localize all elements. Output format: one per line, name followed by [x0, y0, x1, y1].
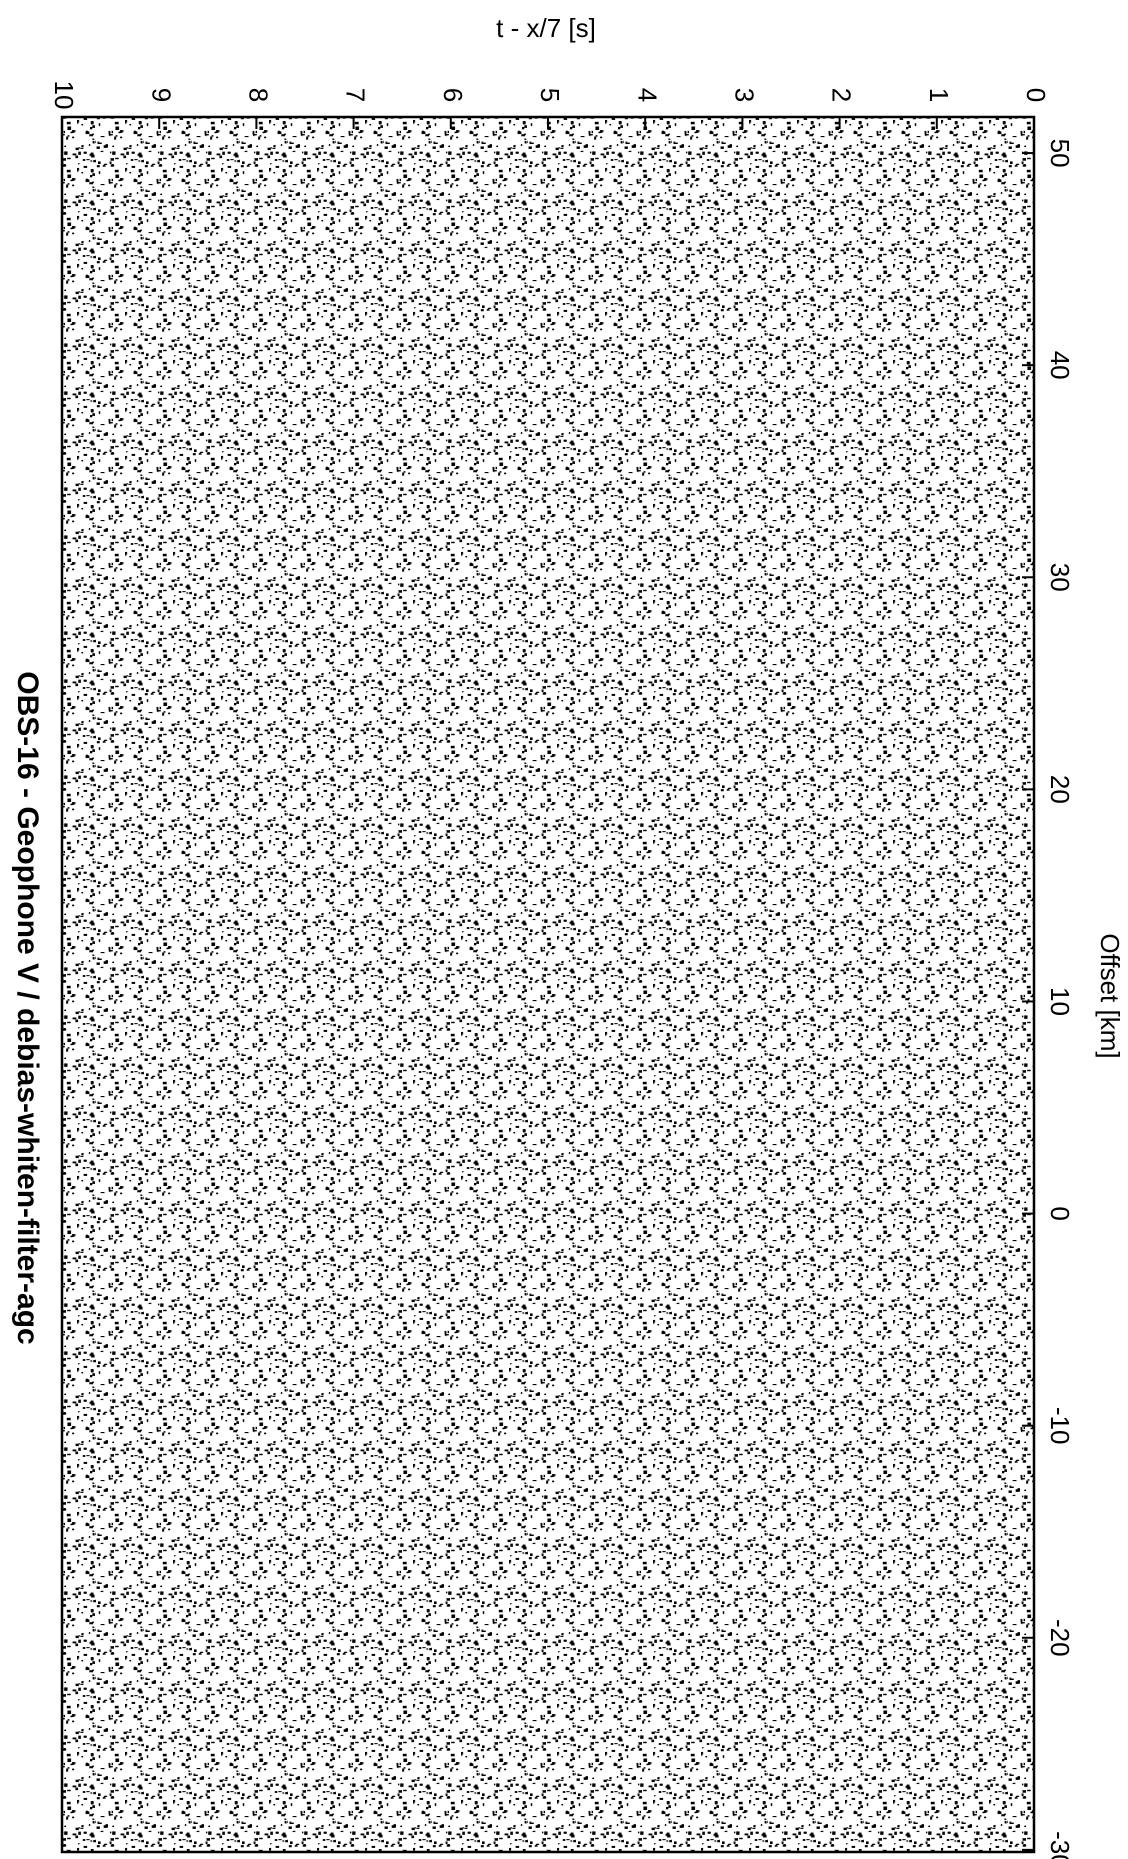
x-tick-label: -30: [1045, 1831, 1075, 1859]
x-tick-label: 10: [1045, 987, 1075, 1016]
y-tick-label: 9: [146, 88, 176, 102]
y-tick-label: 10: [49, 81, 79, 110]
x-tick-label: 0: [1045, 1206, 1075, 1220]
x-tick-label: -10: [1045, 1407, 1075, 1445]
y-tick-label: 6: [438, 88, 468, 102]
x-tick-label: 50: [1045, 139, 1075, 168]
y-tick-label: 3: [730, 88, 760, 102]
y-tick-label: 0: [1021, 88, 1051, 102]
y-tick-label: 2: [827, 88, 857, 102]
x-tick-label: 40: [1045, 351, 1075, 380]
x-tick-label: 20: [1045, 775, 1075, 804]
x-axis-label: Offset [km]: [1095, 933, 1125, 1058]
y-tick-label: 8: [244, 88, 274, 102]
y-tick-label: 7: [341, 88, 371, 102]
y-tick-label: 4: [632, 88, 662, 102]
x-tick-label: -20: [1045, 1619, 1075, 1657]
y-tick-label: 1: [924, 88, 954, 102]
y-axis-label: t - x/7 [s]: [496, 13, 596, 43]
seismic-texture: [62, 117, 1034, 1852]
x-tick-label: 30: [1045, 563, 1075, 592]
y-tick-label: 5: [535, 88, 565, 102]
chart-title: OBS-16 - Geophone V / debias-whiten-filt…: [11, 671, 44, 1344]
